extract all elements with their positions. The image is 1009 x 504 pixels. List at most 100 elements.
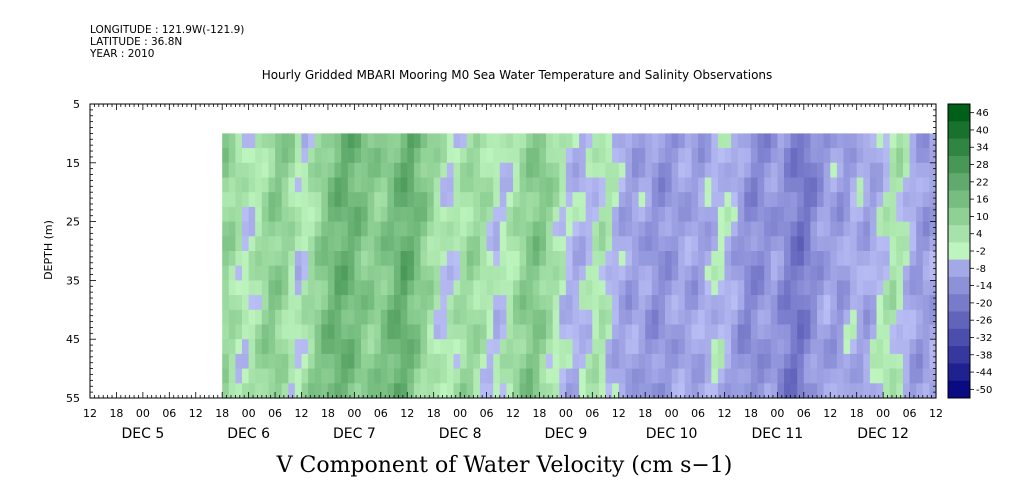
heatmap-cell bbox=[764, 148, 772, 164]
heatmap-cell bbox=[724, 368, 732, 384]
heatmap-cell bbox=[790, 339, 798, 355]
heatmap-cell bbox=[645, 192, 653, 208]
heatmap-cell bbox=[876, 177, 884, 193]
heatmap-cell bbox=[850, 192, 858, 208]
heatmap-cell bbox=[658, 339, 666, 355]
heatmap-cell bbox=[638, 192, 646, 208]
heatmap-cell bbox=[889, 280, 897, 296]
heatmap-cell bbox=[513, 251, 521, 267]
heatmap-cell bbox=[929, 221, 937, 237]
heatmap-cell bbox=[843, 177, 851, 193]
heatmap-cell bbox=[671, 148, 679, 164]
heatmap-cell bbox=[519, 251, 527, 267]
heatmap-cell bbox=[499, 148, 507, 164]
heatmap-cell bbox=[268, 265, 276, 281]
heatmap-cell bbox=[380, 265, 388, 281]
x-day-label: DEC 10 bbox=[646, 426, 698, 442]
heatmap-cell bbox=[506, 280, 514, 296]
heatmap-cell bbox=[731, 177, 739, 193]
heatmap-cell bbox=[255, 295, 263, 311]
heatmap-cell bbox=[830, 206, 838, 223]
heatmap-cell bbox=[513, 309, 521, 326]
heatmap-cell bbox=[671, 206, 679, 223]
heatmap-cell bbox=[341, 353, 349, 370]
heatmap-cell bbox=[579, 353, 587, 370]
heatmap-cell bbox=[605, 324, 613, 340]
heatmap-cell bbox=[321, 309, 329, 326]
heatmap-cell bbox=[321, 192, 329, 208]
heatmap-cell bbox=[645, 295, 653, 311]
heatmap-cell bbox=[612, 353, 620, 370]
heatmap-cell bbox=[638, 162, 646, 179]
heatmap-cell bbox=[625, 324, 633, 340]
x-tick-label: 12 bbox=[83, 407, 97, 420]
heatmap-cell bbox=[327, 206, 336, 223]
heatmap-cell bbox=[506, 221, 514, 237]
heatmap-cell bbox=[625, 177, 633, 193]
heatmap-cell bbox=[691, 383, 699, 399]
heatmap-cell bbox=[420, 265, 428, 281]
heatmap-cell bbox=[288, 383, 296, 399]
heatmap-cell bbox=[222, 280, 230, 296]
heatmap-cell bbox=[618, 383, 626, 399]
x-tick-label: 06 bbox=[797, 407, 811, 420]
heatmap-cell bbox=[598, 236, 607, 252]
heatmap-cell bbox=[222, 368, 230, 384]
heatmap-cell bbox=[632, 236, 640, 252]
heatmap-cell bbox=[850, 265, 858, 281]
heatmap-cell bbox=[532, 324, 540, 340]
heatmap-cell bbox=[817, 148, 825, 164]
heatmap-cell bbox=[704, 221, 712, 237]
heatmap-cell bbox=[585, 192, 593, 208]
heatmap-cell bbox=[618, 265, 626, 281]
heatmap-cell bbox=[817, 383, 825, 399]
heatmap-cell bbox=[427, 236, 435, 252]
heatmap-cell bbox=[717, 206, 726, 223]
heatmap-cell bbox=[784, 295, 792, 311]
heatmap-cell bbox=[565, 339, 574, 355]
heatmap-cell bbox=[341, 309, 349, 326]
heatmap-cell bbox=[288, 236, 296, 252]
heatmap-cell bbox=[552, 177, 560, 193]
heatmap-cell bbox=[698, 148, 706, 164]
heatmap-cell bbox=[777, 383, 785, 399]
heatmap-cell bbox=[665, 236, 673, 252]
heatmap-cell bbox=[460, 192, 468, 208]
x-tick-label: 12 bbox=[189, 407, 203, 420]
heatmap-cell bbox=[922, 339, 930, 355]
heatmap-cell bbox=[427, 339, 435, 355]
heatmap-cell bbox=[665, 221, 673, 237]
heatmap-cell bbox=[691, 177, 699, 193]
heatmap-cell bbox=[922, 324, 930, 340]
heatmap-cell bbox=[261, 368, 269, 384]
heatmap-cell bbox=[308, 162, 316, 179]
heatmap-cell bbox=[453, 353, 461, 370]
heatmap-cell bbox=[327, 251, 336, 267]
heatmap-cell bbox=[797, 309, 805, 326]
heatmap-cell bbox=[883, 133, 891, 149]
heatmap-cell bbox=[750, 383, 759, 399]
heatmap-cell bbox=[413, 265, 422, 281]
heatmap-cell bbox=[407, 280, 415, 296]
heatmap-cell bbox=[856, 324, 864, 340]
heatmap-cell bbox=[387, 177, 395, 193]
heatmap-cell bbox=[863, 206, 871, 223]
heatmap-cell bbox=[605, 192, 613, 208]
heatmap-cell bbox=[830, 251, 838, 267]
heatmap-cell bbox=[473, 353, 481, 370]
heatmap-cell bbox=[883, 383, 891, 399]
heatmap-cell bbox=[836, 309, 845, 326]
heatmap-cell bbox=[394, 265, 402, 281]
heatmap-cell bbox=[863, 265, 871, 281]
heatmap-cell bbox=[863, 383, 871, 399]
heatmap-cell bbox=[532, 368, 540, 384]
heatmap-cell bbox=[704, 324, 712, 340]
heatmap-cell bbox=[903, 280, 911, 296]
heatmap-cell bbox=[757, 162, 765, 179]
heatmap-cell bbox=[572, 295, 580, 311]
heatmap-cell bbox=[446, 177, 455, 193]
heatmap-cell bbox=[883, 221, 891, 237]
heatmap-cell bbox=[856, 368, 864, 384]
heatmap-cell bbox=[605, 339, 613, 355]
heatmap-cell bbox=[883, 353, 891, 370]
